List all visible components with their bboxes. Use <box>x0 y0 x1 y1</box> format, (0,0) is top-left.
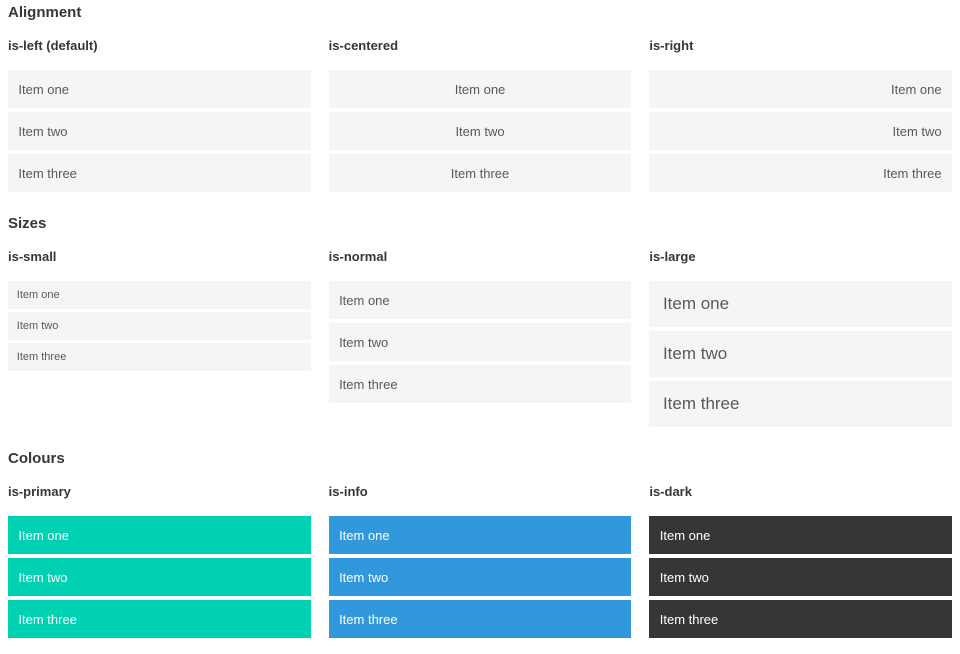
list-item: Item one <box>328 516 632 554</box>
list-group-left: Item one Item two Item three <box>8 70 311 192</box>
list-group-normal: Item one Item two Item three <box>328 281 632 403</box>
example-column-is-right: is-right Item one Item two Item three <box>649 38 953 192</box>
example-title-is-small: is-small <box>8 249 57 264</box>
example-column-is-centered: is-centered Item one Item two Item three <box>328 38 632 192</box>
list-item: Item two <box>328 323 632 361</box>
example-title-is-normal: is-normal <box>328 249 388 264</box>
list-item: Item two <box>8 312 311 340</box>
example-column-is-info: is-info Item one Item two Item three <box>328 484 632 638</box>
list-item: Item two <box>8 112 311 150</box>
list-item: Item two <box>649 112 953 150</box>
list-item: Item three <box>8 343 311 371</box>
list-item: Item three <box>8 600 311 638</box>
alignment-columns: is-left (default) Item one Item two Item… <box>8 38 953 192</box>
list-item: Item one <box>328 70 632 108</box>
example-title-is-centered: is-centered <box>328 38 399 53</box>
example-title-is-primary: is-primary <box>8 484 71 499</box>
list-item: Item one <box>8 281 311 309</box>
example-title-is-large: is-large <box>649 249 696 264</box>
list-demo-page: Alignment is-left (default) Item one Ite… <box>8 4 953 638</box>
list-group-right: Item one Item two Item three <box>649 70 953 192</box>
list-item: Item one <box>8 70 311 108</box>
list-item: Item two <box>649 558 953 596</box>
section-sizes: Sizes is-small Item one Item two Item th… <box>8 215 953 427</box>
list-item: Item one <box>649 70 953 108</box>
list-group-large: Item one Item two Item three <box>649 281 953 427</box>
list-item: Item three <box>649 154 953 192</box>
list-item: Item two <box>8 558 311 596</box>
example-title-is-right: is-right <box>649 38 694 53</box>
example-column-is-large: is-large Item one Item two Item three <box>649 249 953 427</box>
list-item: Item two <box>649 331 953 377</box>
example-column-is-primary: is-primary Item one Item two Item three <box>8 484 311 638</box>
example-title-is-left: is-left (default) <box>8 38 98 53</box>
list-group-dark: Item one Item two Item three <box>649 516 953 638</box>
example-title-is-info: is-info <box>328 484 368 499</box>
list-group-small: Item one Item two Item three <box>8 281 311 371</box>
example-column-is-small: is-small Item one Item two Item three <box>8 249 311 427</box>
list-item: Item three <box>8 154 311 192</box>
list-item: Item three <box>328 365 632 403</box>
list-item: Item two <box>328 112 632 150</box>
list-item: Item three <box>328 154 632 192</box>
list-item: Item one <box>328 281 632 319</box>
section-title-sizes: Sizes <box>8 215 47 232</box>
list-item: Item three <box>649 381 953 427</box>
section-title-colours: Colours <box>8 450 65 467</box>
list-group-primary: Item one Item two Item three <box>8 516 311 638</box>
section-title-alignment: Alignment <box>8 4 82 21</box>
sizes-columns: is-small Item one Item two Item three is… <box>8 249 953 427</box>
example-title-is-dark: is-dark <box>649 484 692 499</box>
example-column-is-normal: is-normal Item one Item two Item three <box>328 249 632 427</box>
list-group-centered: Item one Item two Item three <box>328 70 632 192</box>
section-colours: Colours is-primary Item one Item two Ite… <box>8 450 953 638</box>
example-column-is-left: is-left (default) Item one Item two Item… <box>8 38 311 192</box>
list-item: Item three <box>649 600 953 638</box>
list-item: Item one <box>649 281 953 327</box>
list-item: Item two <box>328 558 632 596</box>
list-item: Item one <box>8 516 311 554</box>
list-item: Item one <box>649 516 953 554</box>
example-column-is-dark: is-dark Item one Item two Item three <box>649 484 953 638</box>
list-item: Item three <box>328 600 632 638</box>
colours-columns: is-primary Item one Item two Item three … <box>8 484 953 638</box>
section-alignment: Alignment is-left (default) Item one Ite… <box>8 4 953 192</box>
list-group-info: Item one Item two Item three <box>328 516 632 638</box>
